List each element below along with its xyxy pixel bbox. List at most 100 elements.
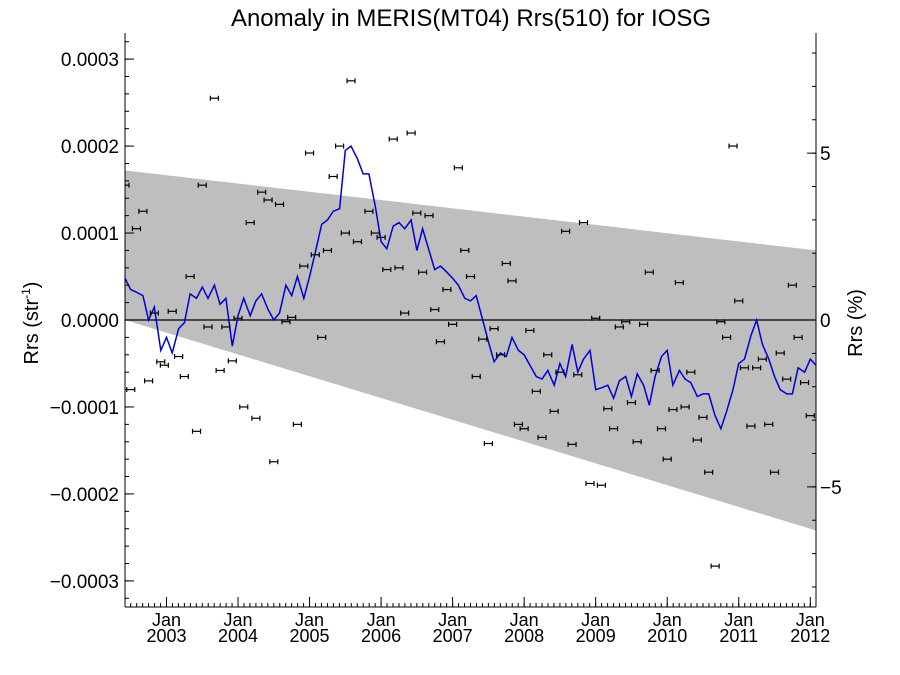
data-point <box>394 265 404 271</box>
data-point <box>543 352 553 358</box>
y-axis-right-label: Rrs (%) <box>845 289 867 357</box>
x-tick-year-label: 2010 <box>647 626 687 646</box>
data-point <box>430 307 440 313</box>
x-tick-year-label: 2008 <box>504 626 544 646</box>
data-point <box>448 321 458 327</box>
data-point <box>281 319 291 325</box>
scatter-points <box>125 78 815 569</box>
data-point <box>417 269 428 275</box>
data-point <box>495 352 506 358</box>
data-point <box>328 174 338 179</box>
data-point <box>555 369 565 375</box>
data-point <box>656 426 667 432</box>
data-point <box>197 182 207 188</box>
x-tick-month-label: Jan <box>796 610 825 630</box>
data-point <box>686 369 696 375</box>
data-point <box>287 314 297 320</box>
data-point <box>471 374 481 380</box>
x-tick-month-label: Jan <box>510 610 539 630</box>
x-tick-month-label: Jan <box>152 610 181 630</box>
x-tick-year-label: 2009 <box>576 626 616 646</box>
data-point <box>239 404 249 410</box>
y-left-tick-label: 0.0002 <box>61 137 119 158</box>
x-tick-month-label: Jan <box>653 610 682 630</box>
data-point <box>465 274 476 280</box>
data-point <box>596 482 607 488</box>
data-point <box>668 407 678 413</box>
y-left-tick-label: −0.0001 <box>50 398 119 419</box>
data-point <box>453 165 463 171</box>
data-point <box>680 404 690 410</box>
data-point <box>352 239 363 245</box>
data-point <box>650 367 660 373</box>
data-point <box>167 308 177 314</box>
x-tick-year-label: 2004 <box>218 626 258 646</box>
data-point <box>159 362 169 368</box>
data-point <box>400 310 410 316</box>
data-point <box>364 208 374 214</box>
y-left-tick-label: −0.0003 <box>50 572 119 593</box>
data-point <box>310 252 320 258</box>
data-point <box>519 426 529 432</box>
data-point <box>573 372 583 378</box>
data-point <box>179 374 189 380</box>
data-point <box>322 247 333 253</box>
data-point <box>734 298 744 304</box>
data-point <box>793 334 803 340</box>
data-point <box>233 315 243 321</box>
data-point <box>460 247 470 253</box>
data-point <box>304 150 315 156</box>
data-point <box>269 459 279 465</box>
data-point <box>215 367 225 373</box>
y-left-tick-label: 0.0003 <box>61 50 119 71</box>
x-tick-month-label: Jan <box>224 610 253 630</box>
data-point <box>435 339 446 345</box>
data-point <box>209 95 220 101</box>
data-point <box>578 220 589 226</box>
data-point <box>340 230 350 236</box>
data-point <box>561 228 571 234</box>
uncertainty-band <box>125 170 816 531</box>
data-point <box>442 287 452 293</box>
x-tick-year-label: 2003 <box>146 626 186 646</box>
data-point <box>746 423 756 429</box>
data-point <box>292 421 302 427</box>
data-point <box>406 130 416 136</box>
x-tick-month-label: Jan <box>438 610 467 630</box>
data-point <box>764 421 774 427</box>
data-point <box>376 234 386 240</box>
data-point <box>567 441 577 447</box>
data-point <box>221 324 231 330</box>
data-point <box>382 267 392 273</box>
x-tick-year-label: 2011 <box>719 626 758 646</box>
y-axis-left-label-end: ) <box>21 282 43 289</box>
y-left-tick-label: −0.0002 <box>50 485 119 506</box>
data-point <box>174 354 184 360</box>
data-point <box>585 481 595 487</box>
data-point <box>698 414 708 420</box>
x-tick-year-label: 2012 <box>790 626 830 646</box>
y-right-tick-label: 0 <box>820 311 831 332</box>
data-point <box>674 280 684 286</box>
data-point <box>263 197 273 203</box>
data-point <box>799 380 810 386</box>
axes: 0.0003 0.0002 0.0001 0.0000 −0.0001 −0.0002 −0… <box>50 33 842 646</box>
data-point <box>191 428 202 434</box>
y-right-tick-label: 5 <box>820 144 831 165</box>
data-point <box>299 263 309 269</box>
y-axis-left-label: Rrs (str-1) <box>19 282 43 365</box>
data-point <box>513 421 524 427</box>
data-point <box>710 563 720 569</box>
y-right-tick-label: −5 <box>820 478 842 499</box>
data-point <box>245 220 255 226</box>
x-tick-month-label: Jan <box>724 610 753 630</box>
data-point <box>251 415 261 421</box>
data-point <box>537 434 547 440</box>
data-point <box>704 469 714 475</box>
data-point <box>632 439 642 445</box>
data-point <box>412 210 422 216</box>
y-left-tick-label: 0.0001 <box>61 224 119 245</box>
data-point <box>662 456 672 462</box>
x-tick-month-label: Jan <box>581 610 610 630</box>
data-point <box>424 213 434 219</box>
